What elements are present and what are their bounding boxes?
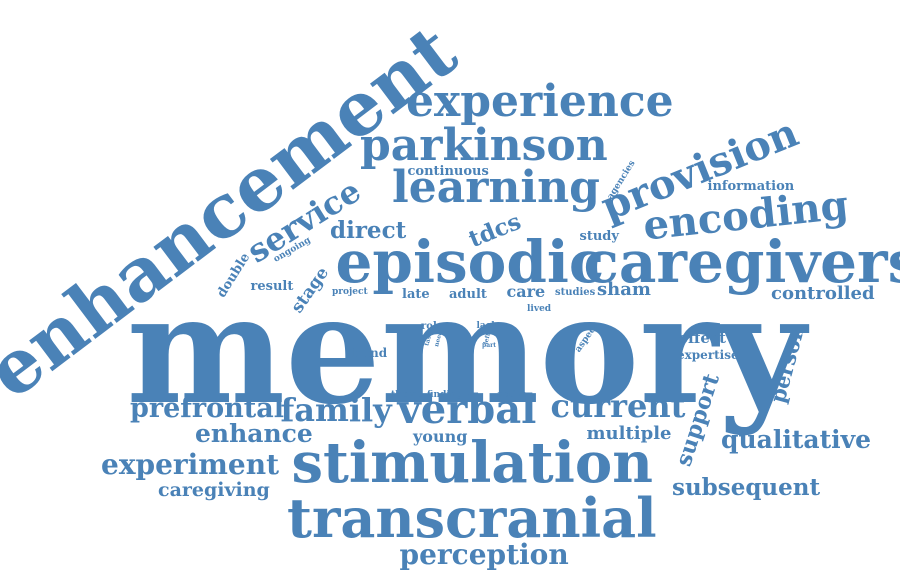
word-experiment: experiment — [101, 448, 280, 481]
word-experience: experience — [406, 76, 674, 127]
word-family: family — [280, 391, 392, 429]
word-role: role — [421, 321, 444, 332]
word-controlled: controlled — [771, 283, 875, 304]
word-continuous: continuous — [407, 163, 489, 179]
word-studies: studies — [555, 287, 596, 298]
word-caregiving: caregiving — [158, 478, 270, 501]
word-part: part — [482, 342, 497, 349]
word-episodic: episodic — [335, 228, 605, 296]
word-parkinson: parkinson — [360, 120, 608, 171]
word-result: result — [250, 278, 294, 294]
word-prefrontal: prefrontal — [130, 392, 284, 424]
word-transcranial: transcranial — [287, 486, 657, 550]
word-verbal: verbal — [397, 386, 537, 433]
word-project: project — [332, 286, 368, 297]
word-active: active — [497, 389, 527, 400]
word-caregivers: caregivers — [583, 228, 900, 296]
word-memory: memory — [126, 262, 806, 438]
word-current: current — [550, 387, 686, 425]
word-enhance: enhance — [195, 418, 313, 448]
word-study: study — [579, 228, 619, 244]
word-young: young — [413, 427, 468, 446]
word-lack: lack — [476, 320, 498, 331]
word-late: late — [402, 286, 430, 302]
word-direct: direct — [330, 216, 407, 244]
word-perception: perception — [399, 538, 569, 571]
word-finding: finding — [427, 389, 463, 400]
word-care: care — [506, 282, 546, 301]
word-subsequent: subsequent — [672, 473, 821, 501]
word-learning: learning — [392, 162, 600, 213]
word-sham: sham — [597, 279, 651, 300]
word-lived: lived — [527, 303, 552, 314]
word-stimulation: stimulation — [291, 430, 653, 496]
word-qualitative: qualitative — [721, 424, 872, 454]
word-expertise: expertise — [677, 348, 739, 362]
word-adult: adult — [449, 286, 487, 302]
word-information: information — [707, 178, 795, 194]
word-theme: theme — [391, 389, 423, 400]
word-multiple: multiple — [586, 423, 672, 444]
word-blind: blind — [352, 346, 388, 360]
word-effect: effect — [678, 328, 726, 347]
